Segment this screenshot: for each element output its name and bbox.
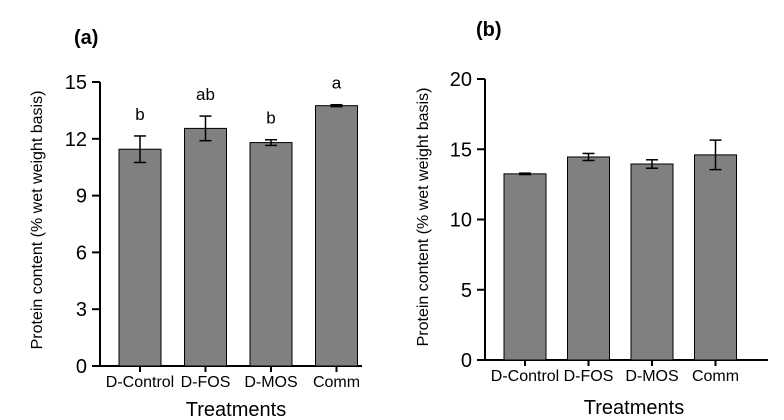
- panel-a-bar-d-mos: [249, 142, 293, 367]
- panel-b-bar-d-mos: [630, 163, 674, 361]
- panel-a-category-label: D-FOS: [181, 374, 231, 391]
- panel-b-y-tick-label: 0: [461, 350, 472, 372]
- panel-b-label: (b): [476, 19, 502, 41]
- panel-a-x-axis-title: Treatments: [186, 399, 286, 420]
- panel-a-category-label: D-MOS: [244, 374, 297, 391]
- panel-a-y-tick-label: 9: [76, 186, 87, 208]
- panel-a-y-tick-label: 0: [76, 356, 87, 378]
- panel-b: (b) Protein content (% wet weight basis)…: [415, 19, 768, 419]
- panel-b-category-label: Comm: [692, 368, 739, 385]
- panel-b-bar-comm: [694, 154, 737, 361]
- panel-a-y-axis-title: Protein content (% wet weight basis): [29, 91, 46, 350]
- panel-a-bar-d-fos: [184, 127, 227, 367]
- panel-b-category-label: D-FOS: [564, 368, 614, 385]
- panel-b-bar-d-fos: [567, 156, 610, 361]
- panel-a-y-tick-label: 3: [76, 299, 87, 321]
- panel-a-significance-letter: a: [332, 74, 342, 93]
- panel-b-y-tick-label: 10: [450, 210, 472, 232]
- panel-a-significance-letter: ab: [196, 85, 215, 104]
- panel-a-y-tick-label: 15: [65, 72, 87, 94]
- panel-b-x-axis-title: Treatments: [584, 397, 684, 419]
- panel-b-bar-d-control: [503, 173, 547, 361]
- panel-a-label: (a): [74, 27, 98, 49]
- panel-a-significance-letter: b: [135, 105, 144, 124]
- panel-b-y-tick-label: 5: [461, 280, 472, 302]
- panel-a-category-label: Comm: [313, 374, 360, 391]
- panel-a-category-label: D-Control: [106, 374, 174, 391]
- panel-a-bar-d-control: [118, 148, 162, 367]
- panel-a-bar-comm: [315, 105, 358, 367]
- panel-a-y-tick-label: 6: [76, 242, 87, 264]
- panel-a-y-tick-label: 12: [65, 129, 87, 151]
- panel-b-category-label: D-MOS: [625, 368, 678, 385]
- panel-b-category-label: D-Control: [491, 368, 559, 385]
- panel-a-significance-letter: b: [266, 109, 275, 128]
- panel-a: (a) Protein content (% wet weight basis)…: [29, 27, 362, 420]
- panel-b-y-tick-label: 20: [450, 69, 472, 91]
- panel-b-y-tick-label: 15: [450, 139, 472, 161]
- panel-b-y-axis-title: Protein content (% wet weight basis): [415, 88, 432, 347]
